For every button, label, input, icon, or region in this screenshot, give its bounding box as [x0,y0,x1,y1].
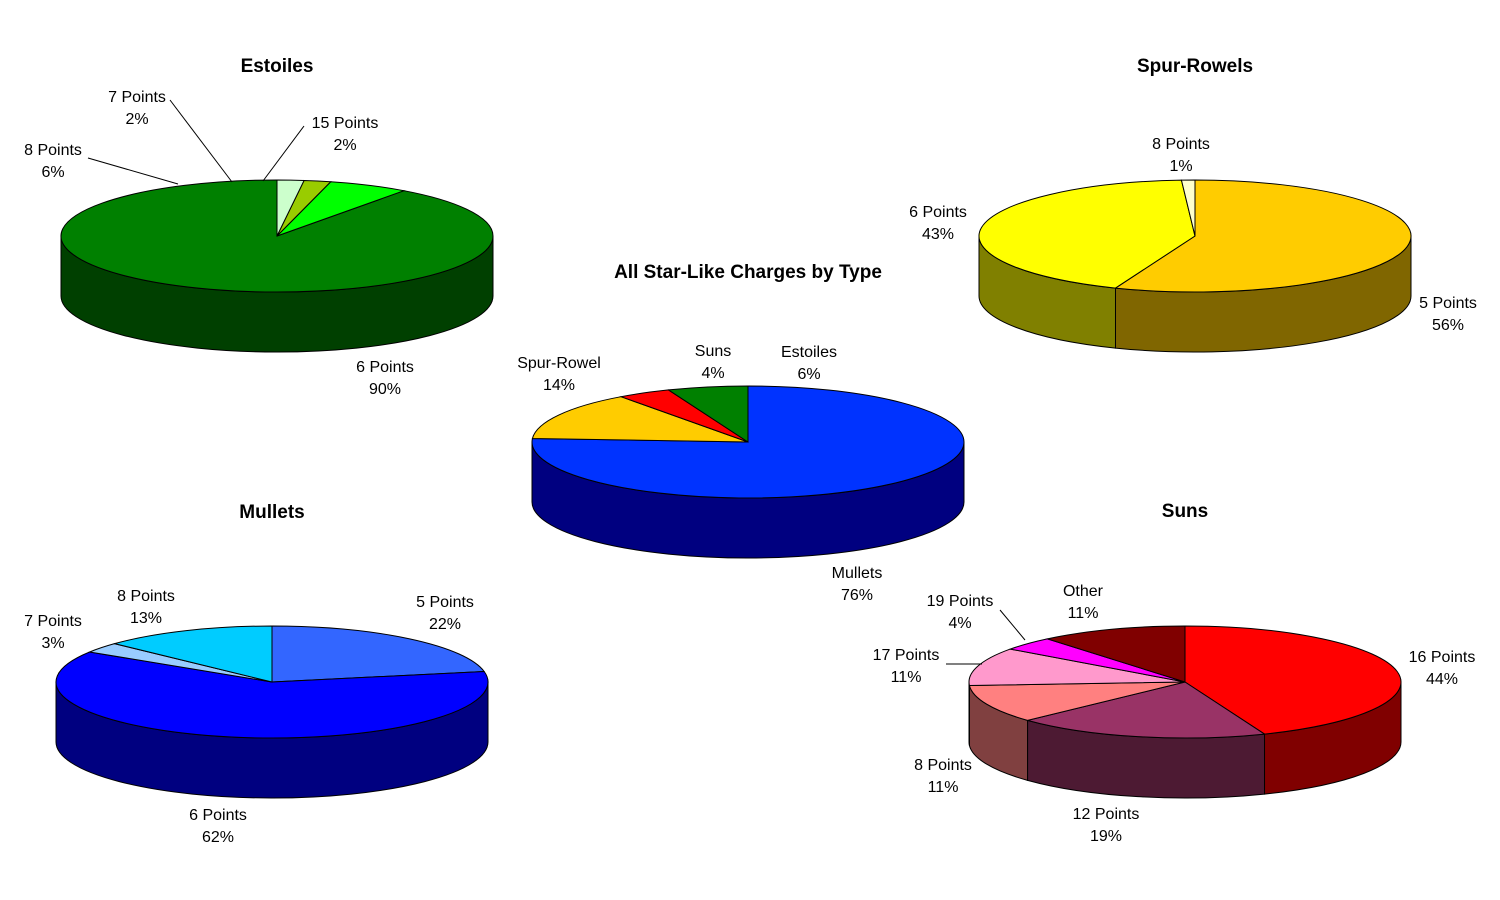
pie-slice-other [1045,625,1186,683]
chart-title: All Star-Like Charges by Type [614,262,882,283]
slice-percent: 19% [1090,828,1122,845]
slice-label: 5 Points [416,594,474,611]
slice-percent: 2% [125,111,148,128]
pie-slice-spur-rowel [531,396,749,443]
pie-slice-8-points [968,681,1186,721]
pie-slice-6-points [55,651,489,739]
pie-slice-estoiles [667,385,749,443]
chart-title: Suns [1162,501,1208,522]
slice-percent: 90% [369,381,401,398]
slice-label: 8 Points [117,588,175,605]
pie-slice-8-points [1180,179,1196,237]
slice-label: Suns [695,343,731,360]
slice-percent: 4% [701,365,724,382]
spur-rowels-pie-chart: Spur-Rowels 5 Points 56% 6 Points 43% 8 Point… [909,56,1477,353]
pie-slice-8-points [112,625,273,683]
mullets-pie-chart: Mullets 5 Points 22% 6 Points 62% 7 Points 3% 8… [24,502,489,846]
slice-percent: 4% [948,615,971,632]
slice-percent: 11% [928,779,959,796]
slice-label: 15 Points [312,115,379,132]
slice-label: 8 Points [1152,136,1210,153]
slice-label: Spur-Rowel [517,355,601,372]
slice-percent: 3% [41,635,64,652]
pie-slice-16-points [1184,625,1402,735]
slice-label: Estoiles [781,344,837,361]
slice-percent: 14% [543,377,575,394]
slice-percent: 11% [891,669,922,686]
suns-pie-sides [968,681,1402,799]
pie-slice-6-points [978,179,1196,289]
slice-percent: 22% [429,616,461,633]
slice-label: 7 Points [24,613,82,630]
pie-slice-5-points [271,625,486,683]
slice-percent: 76% [841,587,873,604]
slice-percent: 11% [1068,605,1099,622]
slice-percent: 62% [202,829,234,846]
estoiles-pie-chart: Estoiles 6 Points 90% 8 Points 6% 7 Points 2% 1… [24,56,494,398]
leader-line [87,157,179,185]
suns-pie-chart: Suns 16 Points 44% 12 Points 19% 8 Points 11% 1… [873,501,1476,845]
slice-label: Other [1063,583,1104,600]
leader-line [169,99,233,183]
slice-label: 17 Points [873,647,940,664]
chart-title: Mullets [239,502,304,523]
slice-label: 12 Points [1073,806,1140,823]
leader-line [262,125,305,182]
pie-slice-15-points [276,179,305,237]
slice-percent: 6% [797,366,820,383]
pie-slice-12-points [1025,681,1266,739]
slice-percent: 44% [1426,671,1458,688]
slice-label: 6 Points [189,807,247,824]
slice-percent: 43% [922,226,954,243]
all-pie-chart: All Star-Like Charges by Type Mullets 76% S… [517,262,965,604]
slice-percent: 6% [41,164,64,181]
slice-label: 6 Points [909,204,967,221]
pie-slice-17-points [968,648,1186,687]
slice-label: 16 Points [1409,649,1476,666]
chart-title: Spur-Rowels [1137,56,1253,77]
slice-label: 19 Points [927,593,994,610]
slice-percent: 56% [1432,317,1464,334]
slice-label: 6 Points [356,359,414,376]
slice-label: 5 Points [1419,295,1477,312]
slice-percent: 13% [130,610,162,627]
chart-title: Estoiles [241,56,314,77]
pie-slice-5-points [1114,179,1412,293]
slice-percent: 1% [1169,158,1192,175]
slice-label: 7 Points [108,89,166,106]
leader-line [999,609,1026,641]
slice-percent: 2% [333,137,356,154]
slice-label: Mullets [832,565,883,582]
slice-label: 8 Points [914,757,972,774]
slice-label: 8 Points [24,142,82,159]
